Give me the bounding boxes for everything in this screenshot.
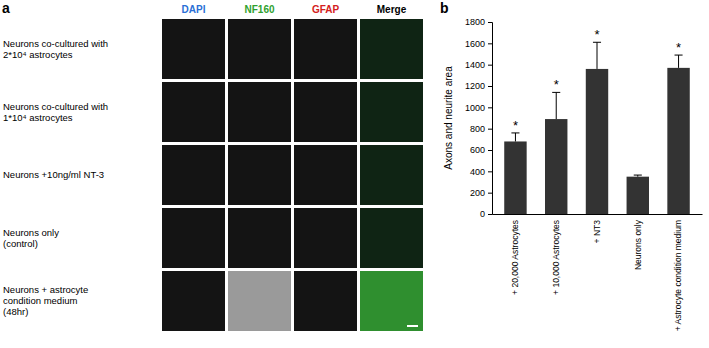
- x-tick: + NT3: [592, 214, 602, 243]
- y-tick-label: 200: [470, 188, 485, 198]
- x-axis: + 20,000 Astrocytes + 10,000 Astrocytes + …: [493, 214, 703, 331]
- micrograph: [360, 19, 423, 79]
- y-axis: 0 200 400 600 800 1000 1200 1400 1600 1800: [465, 17, 493, 219]
- row-label: Neurons co-cultured with: [3, 38, 108, 49]
- micrograph: [294, 145, 357, 205]
- y-tick-mark: [488, 129, 492, 130]
- micrograph: [162, 82, 225, 142]
- micrograph: [228, 271, 291, 331]
- y-tick-mark: [488, 193, 492, 194]
- error-bar: [675, 55, 683, 68]
- y-tick: 1000: [465, 103, 492, 113]
- y-tick-label: 600: [470, 145, 485, 155]
- column-header: GFAP: [312, 4, 340, 15]
- row-label: 1*10⁴ astrocytes: [3, 112, 73, 123]
- y-tick-mark: [488, 22, 492, 23]
- error-bar: [634, 175, 642, 177]
- micrograph: [162, 208, 225, 268]
- annotations: * * * *: [513, 27, 681, 133]
- row-label: (48hr): [3, 306, 28, 317]
- row-label: condition medium: [3, 295, 78, 306]
- micrograph: [162, 19, 225, 79]
- micrograph: [294, 19, 357, 79]
- error-bar: [593, 42, 601, 69]
- y-tick: 1800: [465, 17, 492, 27]
- column-header: Merge: [377, 4, 407, 15]
- y-tick-label: 1000: [465, 103, 485, 113]
- micrograph: [360, 82, 423, 142]
- significance-mark: *: [594, 27, 599, 42]
- micrograph: [360, 271, 423, 331]
- y-tick-mark: [488, 107, 492, 108]
- x-tick-label: + 10,000 Astrocytes: [551, 220, 561, 295]
- x-tick: + 20,000 Astrocytes: [510, 214, 520, 295]
- y-tick-mark: [488, 171, 492, 172]
- row-label: Neurons + astrocyte: [3, 284, 88, 295]
- y-tick: 0: [480, 209, 492, 219]
- y-tick-label: 1400: [465, 60, 485, 70]
- y-tick: 1200: [465, 81, 492, 91]
- y-tick-label: 1800: [465, 17, 485, 27]
- micrograph: [294, 82, 357, 142]
- y-tick: 1400: [465, 60, 492, 70]
- bar: [667, 68, 689, 214]
- column-header: NF160: [244, 4, 274, 15]
- micrograph: [294, 271, 357, 331]
- y-tick-label: 800: [470, 124, 485, 134]
- y-tick-mark: [488, 43, 492, 44]
- y-tick-mark: [488, 150, 492, 151]
- x-tick-label: + NT3: [592, 220, 602, 244]
- x-tick-label: + Astrocyte condition medium: [673, 220, 683, 331]
- y-tick-label: 1600: [465, 39, 485, 49]
- x-tick: + 10,000 Astrocytes: [551, 214, 561, 295]
- panel-label: b: [440, 0, 449, 16]
- bar: [627, 177, 649, 214]
- y-axis-line: [488, 23, 493, 215]
- bar: [545, 119, 567, 214]
- row-label: (control): [3, 238, 38, 249]
- x-axis-line: [493, 214, 703, 215]
- row-label: Neurons +10ng/ml NT-3: [3, 169, 104, 180]
- significance-mark: *: [513, 118, 518, 133]
- micrograph: [228, 145, 291, 205]
- y-tick: 200: [470, 188, 492, 198]
- y-tick-label: 400: [470, 167, 485, 177]
- plot-area: [504, 42, 690, 214]
- micrograph: [162, 271, 225, 331]
- y-tick-label: 0: [480, 209, 485, 219]
- panel-a: a DAPI NF160 GFAP Merge Neurons co-cultured w…: [2, 0, 423, 331]
- row-label: Neurons only: [3, 227, 59, 238]
- y-tick-mark: [488, 214, 492, 215]
- y-tick: 1600: [465, 39, 492, 49]
- significance-mark: *: [554, 77, 559, 92]
- y-tick: 800: [470, 124, 492, 134]
- y-tick-mark: [488, 65, 492, 66]
- x-tick-label: Neurons only: [632, 219, 642, 270]
- scale-bar: [407, 325, 418, 327]
- error-bar: [511, 133, 519, 142]
- micrograph: [360, 208, 423, 268]
- y-axis-title: Axons and neurite area: [443, 66, 454, 170]
- bar: [586, 69, 608, 214]
- y-tick: 400: [470, 167, 492, 177]
- panel-label: a: [2, 0, 10, 16]
- bar: [504, 141, 526, 214]
- micrograph: [228, 208, 291, 268]
- row-label: 2*10⁴ astrocytes: [3, 49, 73, 60]
- significance-mark: *: [676, 40, 681, 55]
- micrograph: [162, 145, 225, 205]
- y-tick-mark: [488, 86, 492, 87]
- column-header: DAPI: [182, 4, 206, 15]
- error-bar: [552, 92, 560, 119]
- y-tick-label: 1200: [465, 81, 485, 91]
- x-tick-label: + 20,000 Astrocytes: [510, 220, 520, 295]
- x-tick: Neurons only: [632, 214, 642, 270]
- micrograph: [360, 145, 423, 205]
- micrograph: [294, 208, 357, 268]
- y-tick: 600: [470, 145, 492, 155]
- x-tick: + Astrocyte condition medium: [673, 214, 683, 331]
- row-label: Neurons co-cultured with: [3, 101, 108, 112]
- micrograph: [228, 19, 291, 79]
- micrograph: [228, 82, 291, 142]
